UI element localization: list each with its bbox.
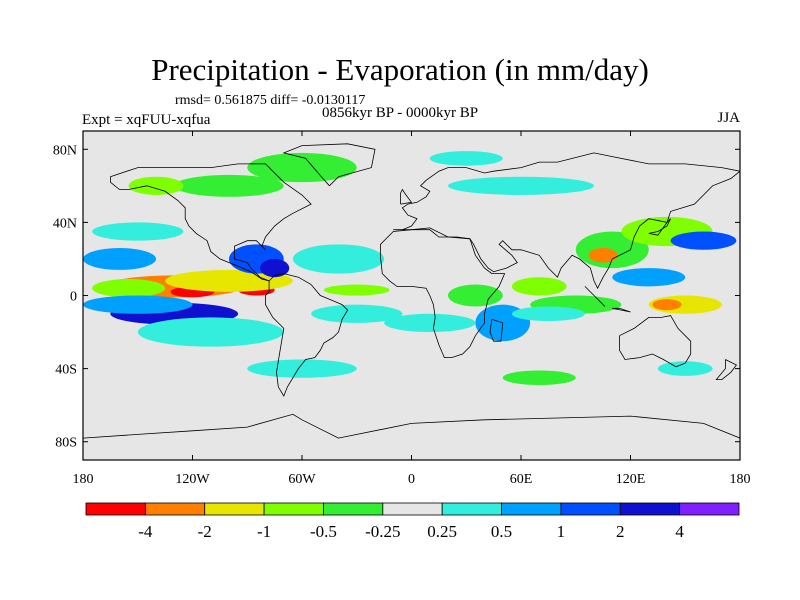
colorbar-label-0: -4 (138, 522, 153, 541)
coastline-5 (619, 315, 692, 368)
colorbar-swatch-1 (144, 502, 206, 516)
anomaly-region-33 (247, 359, 357, 378)
anomaly-region-13 (311, 304, 403, 323)
colorbar-swatch-8 (560, 502, 621, 516)
colorbar-swatch-10 (679, 502, 740, 516)
x-tick-label-4: 60E (510, 472, 533, 487)
map-plot-area (82, 130, 741, 461)
x-tick-label-1: 120W (175, 472, 210, 487)
x-tick-label-5: 120E (616, 472, 646, 487)
anomaly-region-31 (429, 151, 503, 166)
anomaly-region-8 (83, 295, 193, 314)
colorbar-swatch-5 (382, 502, 443, 516)
colorbar-label-1: -2 (198, 522, 212, 541)
anomaly-region-5 (323, 284, 390, 296)
x-tick-label-2: 60W (288, 472, 316, 487)
anomaly-region-27 (92, 222, 184, 241)
x-tick-label-6: 180 (730, 472, 751, 487)
colorbar-swatch-7 (501, 502, 562, 516)
coastline-3 (380, 227, 506, 359)
colorbar-label-8: 2 (616, 522, 625, 541)
coastline-2 (393, 152, 740, 290)
x-tick-label-0: 180 (73, 472, 94, 487)
anomaly-region-21 (652, 299, 682, 311)
colorbar-swatch-2 (204, 502, 265, 516)
anomaly-region-7 (137, 317, 284, 347)
coastline-6 (282, 143, 376, 187)
colorbar-label-6: 0.5 (491, 522, 512, 541)
coastline-11 (648, 218, 671, 236)
colorbar-swatch-3 (263, 502, 324, 516)
anomaly-region-32 (128, 176, 184, 195)
chart-title: Precipitation - Evaporation (in mm/day) (151, 52, 649, 87)
anomaly-region-4 (165, 269, 293, 292)
anomaly-region-3 (92, 279, 166, 298)
colorbar-swatch-4 (323, 502, 384, 516)
experiment-label: Expt = xqFUU-xqfua (82, 112, 211, 128)
anomaly-region-12 (292, 244, 385, 274)
x-tick-label-3: 0 (408, 472, 415, 487)
colorbar-swatch-6 (441, 502, 502, 516)
colorbar-label-2: -1 (257, 522, 271, 541)
anomaly-region-16 (448, 284, 503, 307)
y-tick-label-1: 40N (53, 216, 77, 231)
anomaly-region-35 (657, 361, 713, 376)
y-tick-label-4: 80S (55, 436, 77, 451)
season-label: JJA (717, 110, 740, 126)
coastline-9 (584, 286, 606, 307)
y-tick-label-0: 80N (53, 143, 77, 158)
colorbar-label-7: 1 (557, 522, 566, 541)
colorbar-label-9: 4 (675, 522, 684, 541)
coastline-1 (265, 273, 349, 397)
stats-line: rmsd= 0.561875 diff= -0.0130117 (175, 93, 366, 108)
anomaly-region-26 (612, 268, 686, 287)
colorbar: -4 -2 -1 -0.5 -0.25 0.25 0.5 1 2 4 (85, 502, 740, 541)
anomaly-region-17 (511, 277, 567, 296)
colorbar-label-4: -0.25 (365, 522, 400, 541)
coastline-7 (83, 413, 740, 439)
y-tick-label-3: 40S (55, 363, 77, 378)
axes: 180 120W 60W 0 60E 120E 180 80N 40N 0 40S 80S (53, 131, 751, 487)
coastlines (83, 143, 740, 439)
colorbar-swatch-9 (619, 502, 681, 516)
anomaly-region-28 (247, 152, 357, 183)
anomaly-region-34 (502, 370, 576, 386)
coastline-8 (715, 359, 738, 381)
colorbar-label-3: -0.5 (310, 522, 337, 541)
coastline-12 (400, 188, 413, 205)
anomaly-region-29 (174, 174, 284, 197)
anomaly-region-11 (260, 258, 290, 278)
anomaly-region-23 (588, 247, 618, 263)
anomaly-region-9 (83, 247, 156, 270)
colorbar-label-5: 0.25 (427, 522, 457, 541)
anomaly-region-25 (670, 231, 737, 250)
period-line: 0856kyr BP - 0000kyr BP (322, 105, 479, 121)
coastline-4 (489, 318, 504, 342)
coastline-10 (612, 307, 631, 313)
anomaly-region-14 (384, 313, 476, 333)
y-tick-label-2: 0 (70, 290, 77, 305)
anomaly-region-19 (511, 306, 585, 322)
colorbar-swatch-0 (85, 502, 146, 516)
coastline-0 (110, 163, 312, 282)
anomaly-region-30 (448, 176, 594, 195)
